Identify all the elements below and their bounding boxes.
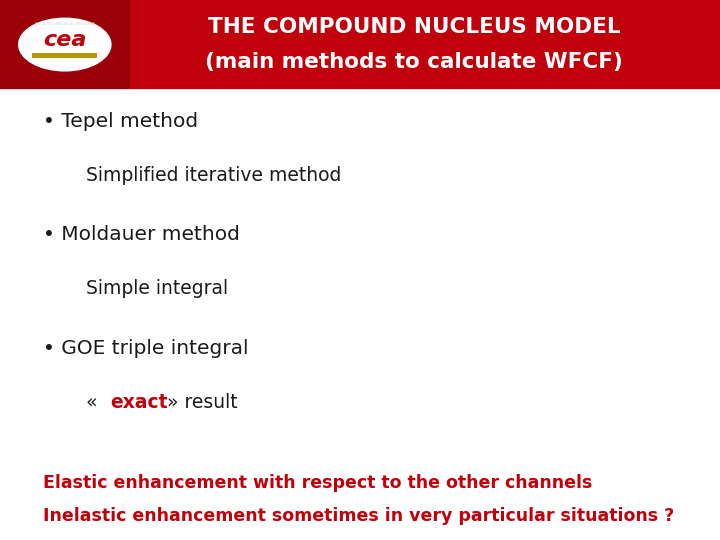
FancyBboxPatch shape (32, 53, 97, 58)
Text: • Moldauer method: • Moldauer method (43, 225, 240, 245)
Text: DE LA RECHERCHE À L'INDUSTRIE: DE LA RECHERCHE À L'INDUSTRIE (35, 22, 95, 26)
Text: THE COMPOUND NUCLEUS MODEL: THE COMPOUND NUCLEUS MODEL (207, 17, 621, 37)
Text: (main methods to calculate WFCF): (main methods to calculate WFCF) (205, 52, 623, 72)
Text: cea: cea (43, 30, 86, 50)
Text: exact: exact (110, 393, 168, 412)
Text: «: « (86, 393, 110, 412)
Text: Simple integral: Simple integral (86, 279, 228, 299)
Text: Inelastic enhancement sometimes in very particular situations ?: Inelastic enhancement sometimes in very … (43, 507, 675, 525)
Text: » result: » result (155, 393, 238, 412)
Text: Elastic enhancement with respect to the other channels: Elastic enhancement with respect to the … (43, 474, 593, 492)
FancyBboxPatch shape (0, 0, 720, 89)
FancyBboxPatch shape (0, 0, 130, 89)
Text: • Tepel method: • Tepel method (43, 112, 198, 131)
Ellipse shape (18, 17, 112, 71)
Text: • GOE triple integral: • GOE triple integral (43, 339, 248, 358)
Text: Simplified iterative method: Simplified iterative method (86, 166, 342, 185)
